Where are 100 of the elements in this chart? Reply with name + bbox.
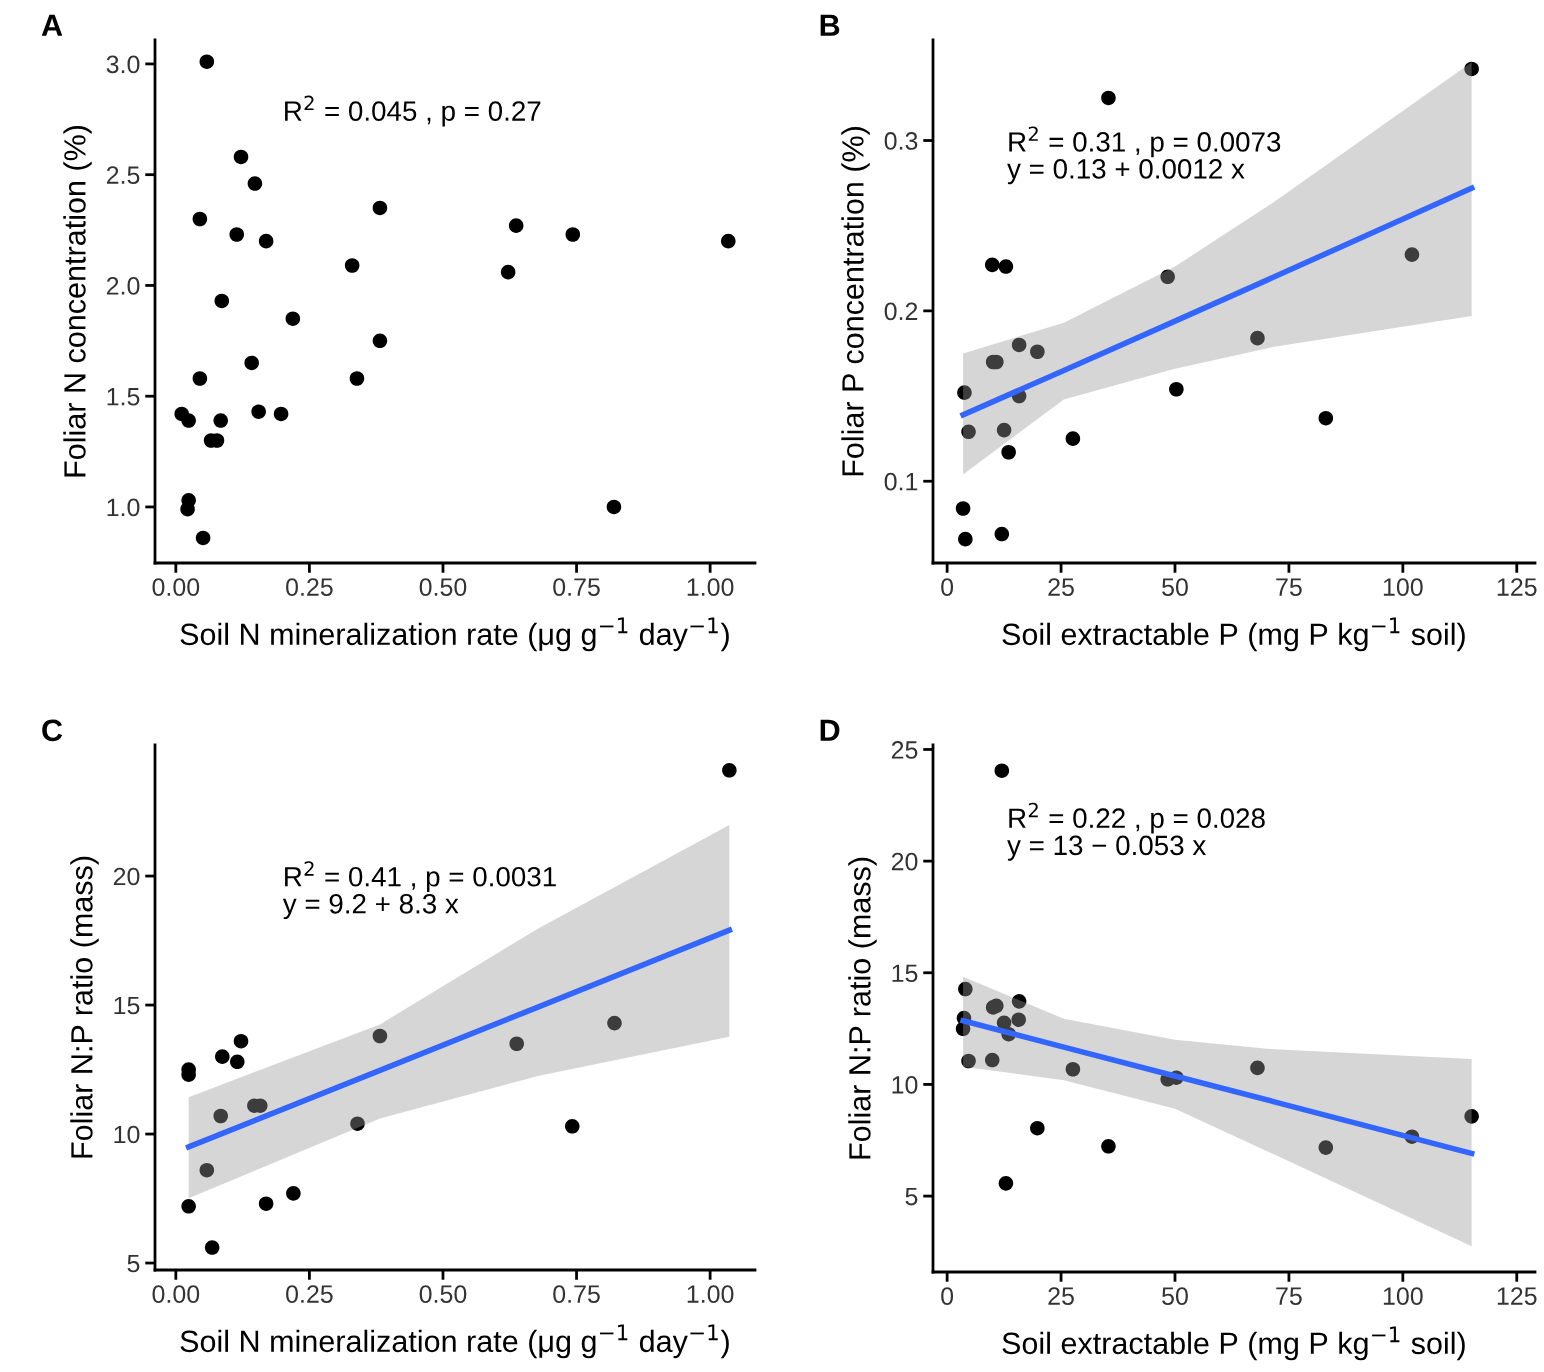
x-tick-label: 50 <box>1162 1287 1188 1305</box>
y-tick-label: 5 <box>127 1254 140 1273</box>
point <box>192 211 208 227</box>
point <box>984 1052 1000 1068</box>
point <box>984 257 1000 273</box>
point <box>1169 381 1184 397</box>
point <box>1160 269 1175 285</box>
annotation: y = 13 − 0.053 x <box>1007 835 1206 861</box>
point <box>958 531 973 547</box>
point <box>958 981 973 997</box>
point <box>564 1119 580 1134</box>
annotation: R$^{2}$ = 0.045 , p = 0.27 <box>285 95 541 127</box>
annotation: y = 0.13 + 0.0012 x <box>1007 159 1245 185</box>
point <box>1011 337 1027 353</box>
point <box>258 1196 274 1211</box>
point <box>1011 994 1027 1009</box>
point <box>998 259 1014 274</box>
x-tick-label: 25 <box>1048 578 1074 596</box>
point <box>215 1049 230 1064</box>
y-tick-label: 15 <box>114 996 140 1015</box>
x-tick-label: 0.00 <box>152 578 200 596</box>
point <box>285 311 301 326</box>
point <box>957 385 972 400</box>
point <box>955 501 971 516</box>
x-tick-label: 100 <box>1383 578 1423 596</box>
x-tick-label: 0.25 <box>286 1285 333 1303</box>
point <box>961 424 976 440</box>
point <box>233 1033 249 1049</box>
x-tick-label: 25 <box>1048 1287 1074 1305</box>
x-tick-label: 0.75 <box>553 578 600 596</box>
point <box>273 406 289 422</box>
point <box>994 526 1010 542</box>
point <box>1404 247 1420 262</box>
chart-title: C <box>42 719 63 742</box>
y-tick-label: 15 <box>892 964 918 983</box>
point <box>994 763 1010 778</box>
y-tick-label: 1.5 <box>107 388 140 406</box>
point <box>961 1053 976 1069</box>
point <box>721 233 736 249</box>
x-axis-title: Soil N mineralization rate (μg g$^{−1}$ day$^{−1}$) <box>180 617 729 652</box>
point <box>1464 1109 1479 1124</box>
y-tick-label: 0.3 <box>884 132 918 150</box>
y-axis-title: Foliar P concentration (%) <box>841 127 870 476</box>
x-tick-label: 0.50 <box>419 1285 467 1303</box>
point <box>1011 1012 1026 1027</box>
x-tick-label: 0.50 <box>419 578 467 596</box>
point <box>1030 344 1045 360</box>
point <box>214 293 230 309</box>
point <box>1065 1061 1081 1077</box>
point <box>233 149 249 165</box>
y-axis-title: Foliar N:P ratio (mass) <box>848 857 877 1159</box>
point <box>213 413 228 428</box>
point <box>1318 1140 1334 1155</box>
point <box>372 1028 388 1044</box>
x-tick-label: 1.00 <box>687 578 734 596</box>
x-tick-label: 75 <box>1276 1287 1302 1305</box>
point <box>195 530 211 546</box>
point <box>607 1015 622 1031</box>
point <box>229 227 245 242</box>
y-tick-label: 3.0 <box>106 55 140 74</box>
point <box>230 1054 245 1070</box>
point <box>350 1116 365 1132</box>
point <box>1250 330 1265 346</box>
point <box>244 355 259 371</box>
chart-title: B <box>820 14 840 36</box>
annotation: R$^{2}$ = 0.41 , p = 0.0031 <box>285 861 556 893</box>
point <box>989 998 1004 1014</box>
x-tick-label: 0.75 <box>553 1285 600 1303</box>
point <box>996 422 1012 438</box>
point <box>1101 1139 1116 1154</box>
y-tick-label: 20 <box>891 852 918 871</box>
y-axis-title: Foliar N concentration (%) <box>63 125 92 477</box>
point <box>349 371 365 386</box>
point <box>372 333 388 349</box>
y-tick-label: 5 <box>905 1187 918 1206</box>
y-tick-label: 1.0 <box>107 498 140 517</box>
y-tick-label: 0.2 <box>884 302 918 321</box>
x-tick-label: 0 <box>941 1287 954 1305</box>
x-tick-label: 75 <box>1276 578 1302 596</box>
point <box>1001 444 1016 460</box>
y-axis-title: Foliar N:P ratio (mass) <box>70 856 99 1158</box>
x-tick-label: 1.00 <box>687 1285 734 1303</box>
y-tick-label: 20 <box>113 867 140 886</box>
x-axis-title: Soil N mineralization rate (μg g$^{−1}$ day$^{−1}$) <box>180 1324 729 1359</box>
point <box>181 1198 196 1214</box>
point <box>565 227 581 242</box>
annotation: y = 9.2 + 8.3 x <box>282 893 459 920</box>
point <box>722 763 737 778</box>
y-tick-label: 10 <box>892 1076 918 1094</box>
point <box>509 1036 524 1052</box>
x-tick-label: 50 <box>1162 578 1188 596</box>
x-tick-label: 100 <box>1383 1287 1423 1305</box>
point <box>1318 410 1334 426</box>
point <box>1030 1120 1045 1136</box>
annotation: R$^{2}$ = 0.22 , p = 0.028 <box>1009 802 1265 834</box>
y-tick-label: 2.5 <box>106 166 140 184</box>
point <box>1101 90 1116 106</box>
x-axis-title: Soil extractable P (mg P kg$^{−1}$ soil) <box>1002 617 1465 652</box>
point <box>181 413 196 428</box>
point <box>258 233 274 249</box>
